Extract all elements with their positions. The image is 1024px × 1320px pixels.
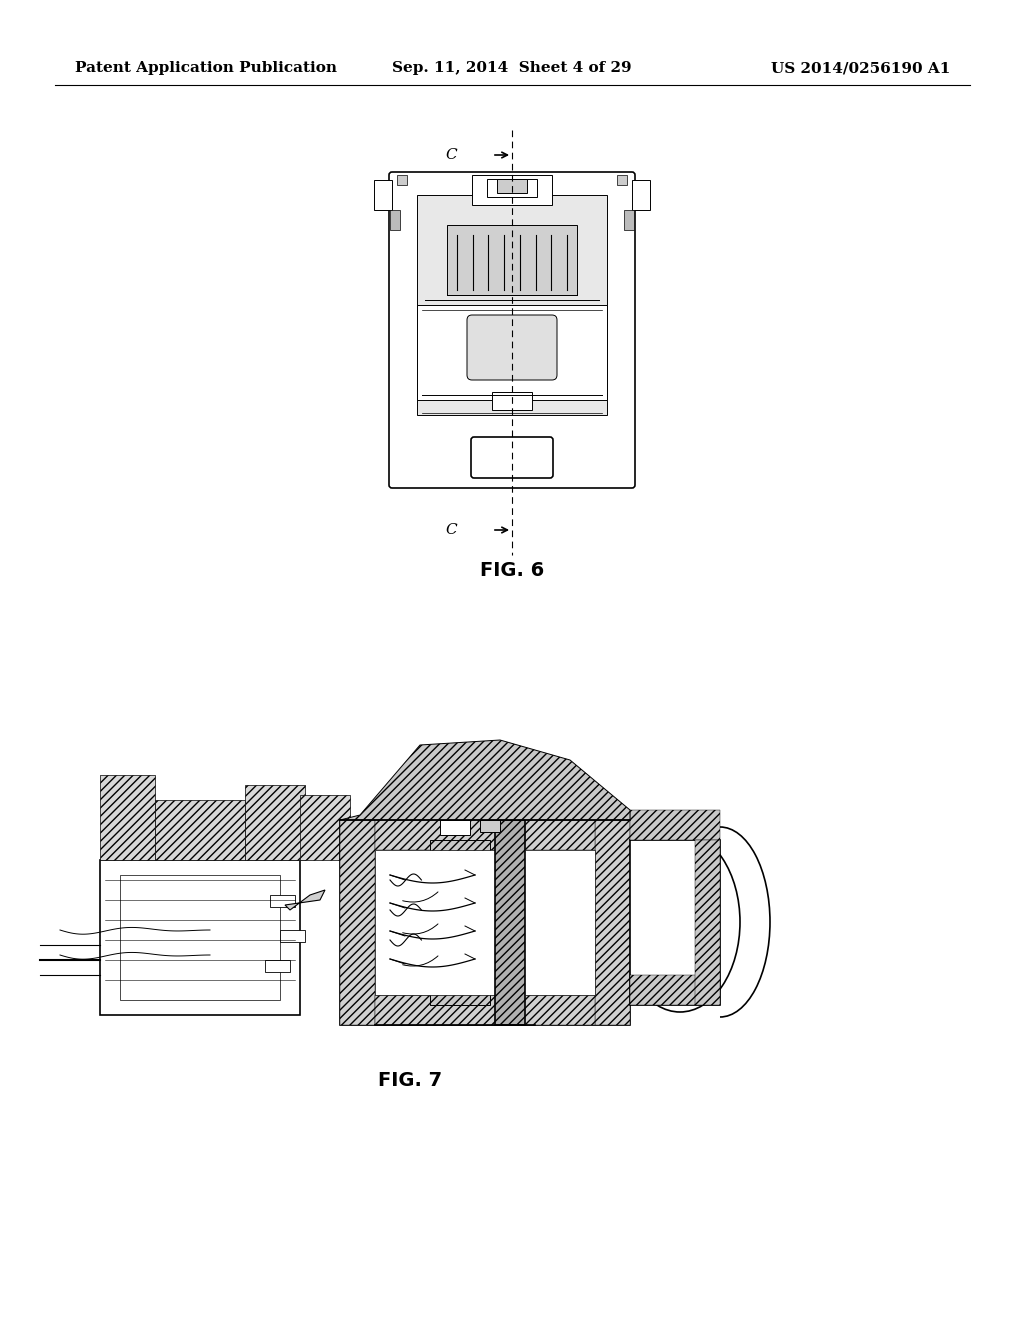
Bar — [447, 224, 577, 294]
Text: C: C — [445, 148, 457, 162]
Bar — [624, 210, 634, 230]
Bar — [392, 176, 632, 484]
FancyBboxPatch shape — [389, 172, 635, 488]
Bar — [397, 176, 407, 185]
Bar — [630, 840, 720, 1005]
Bar — [100, 861, 300, 1015]
FancyBboxPatch shape — [467, 315, 557, 380]
Text: FIG. 6: FIG. 6 — [480, 561, 544, 579]
Bar — [440, 820, 470, 836]
Bar — [270, 895, 295, 907]
Text: US 2014/0256190 A1: US 2014/0256190 A1 — [771, 61, 950, 75]
Bar — [245, 785, 305, 861]
Bar — [695, 840, 720, 1005]
Bar — [375, 850, 495, 995]
Bar — [120, 875, 280, 1001]
Text: C: C — [445, 523, 457, 537]
Bar — [632, 180, 650, 210]
Bar — [630, 810, 720, 840]
Bar — [630, 975, 720, 1005]
Bar — [265, 960, 290, 972]
Bar — [417, 195, 607, 414]
Bar — [497, 180, 527, 193]
Text: FIG. 7: FIG. 7 — [378, 1071, 442, 1089]
Bar — [390, 210, 400, 230]
Polygon shape — [285, 890, 325, 909]
Bar — [472, 176, 552, 205]
Bar — [487, 180, 537, 197]
Bar — [480, 820, 500, 832]
Bar — [375, 820, 595, 850]
Text: Patent Application Publication: Patent Application Publication — [75, 61, 337, 75]
Bar — [155, 800, 245, 861]
Ellipse shape — [620, 832, 740, 1012]
Bar — [340, 820, 375, 1026]
FancyBboxPatch shape — [471, 437, 553, 478]
Bar — [280, 931, 305, 942]
Bar — [300, 795, 350, 861]
Bar — [100, 775, 155, 861]
Bar — [492, 392, 532, 411]
Bar — [417, 305, 607, 400]
Bar — [430, 840, 490, 1005]
Bar — [525, 850, 595, 995]
Bar — [495, 820, 525, 1026]
Bar — [617, 176, 627, 185]
Bar — [340, 820, 630, 1026]
Bar — [375, 995, 595, 1026]
Polygon shape — [340, 741, 630, 820]
Bar — [374, 180, 392, 210]
Text: Sep. 11, 2014  Sheet 4 of 29: Sep. 11, 2014 Sheet 4 of 29 — [392, 61, 632, 75]
Bar — [595, 820, 630, 1026]
